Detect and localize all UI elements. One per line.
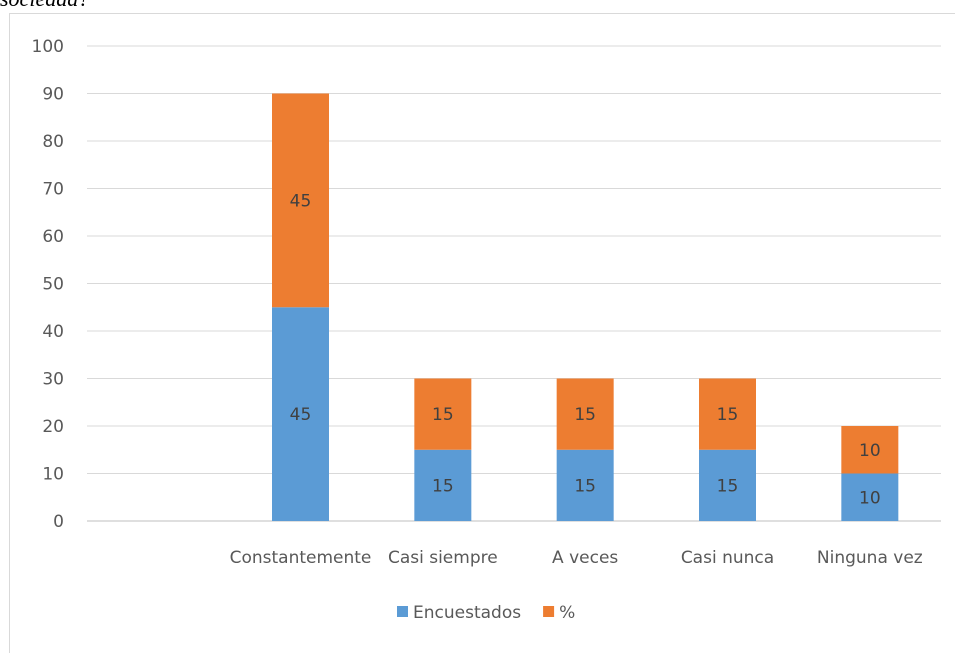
data-label: 15 [574,405,596,425]
y-tick-label: 80 [42,132,64,152]
legend-label: % [559,603,575,623]
data-label: 15 [717,476,739,496]
legend-swatch [397,606,408,617]
data-label: 10 [859,441,881,461]
data-label: 10 [859,488,881,508]
y-tick-label: 70 [42,180,64,200]
x-tick-label: Casi nunca [681,548,774,568]
bar-segment [556,378,614,450]
data-label: 15 [432,476,454,496]
y-tick-label: 100 [32,37,64,57]
bar-segment [841,426,899,474]
bar-segment [699,378,756,450]
bar-segment [272,307,329,521]
y-tick-label: 90 [42,85,64,105]
bar-segment [841,473,899,521]
x-tick-label: A veces [552,548,618,568]
data-label: 15 [717,405,739,425]
y-tick-label: 50 [42,275,64,295]
chart-frame [9,13,955,653]
legend-swatch [543,606,555,617]
y-tick-label: 20 [42,417,64,437]
y-tick-label: 30 [42,370,64,390]
x-tick-label: Casi siempre [388,548,498,568]
bar-segment [414,378,472,450]
x-tick-label: Ninguna vez [817,548,923,568]
x-tick-label: Constantemente [230,548,372,568]
y-tick-label: 60 [42,227,64,247]
bar-segment [699,449,756,521]
data-label: 15 [432,405,454,425]
legend-label: Encuestados [413,603,521,623]
bar-segment [556,449,614,521]
data-label: 45 [290,405,312,425]
y-tick-label: 40 [42,322,64,342]
y-tick-label: 0 [53,512,64,532]
bar-segment [414,449,472,521]
figure-caption: sociedad? [0,0,89,12]
bar-segment [272,93,329,308]
y-tick-label: 10 [42,465,64,485]
data-label: 45 [290,191,312,211]
data-label: 15 [574,476,596,496]
